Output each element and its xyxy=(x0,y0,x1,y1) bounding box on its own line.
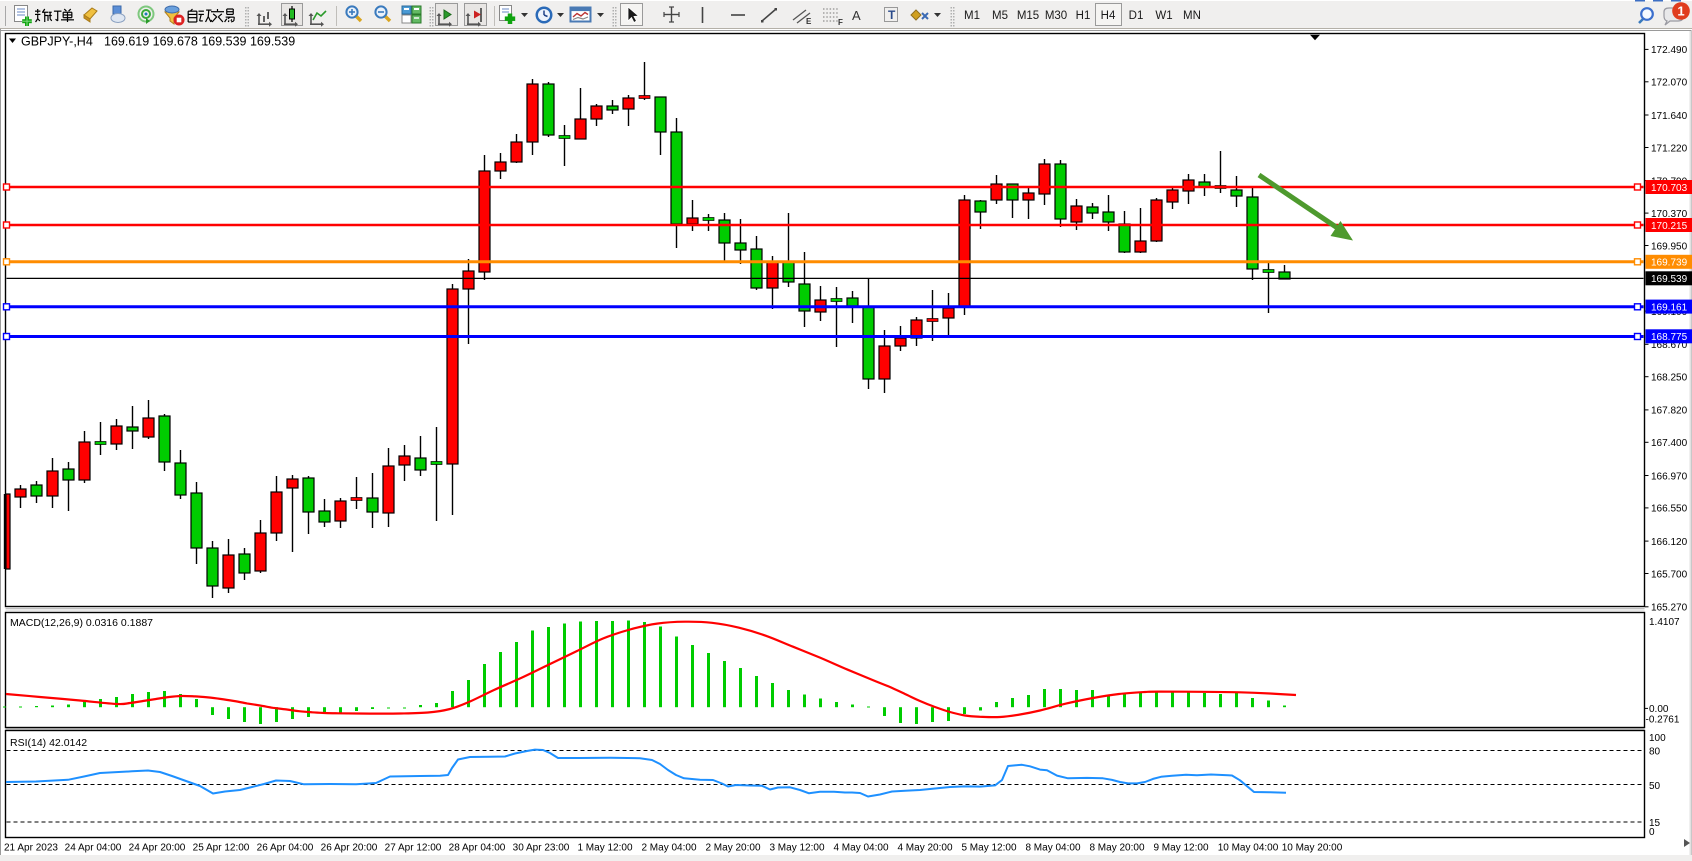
svg-text:A: A xyxy=(852,8,861,23)
svg-text:15: 15 xyxy=(1649,818,1661,829)
svg-text:169.619 169.678 169.539 169.53: 169.619 169.678 169.539 169.539 xyxy=(104,35,295,49)
svg-text:21 Apr 2023: 21 Apr 2023 xyxy=(4,843,58,854)
svg-text:1 May 12:00: 1 May 12:00 xyxy=(577,843,632,854)
svg-text:172.070: 172.070 xyxy=(1651,78,1688,89)
svg-text:25 Apr 12:00: 25 Apr 12:00 xyxy=(193,843,250,854)
svg-text:4 May 20:00: 4 May 20:00 xyxy=(897,843,952,854)
svg-text:2 May 04:00: 2 May 04:00 xyxy=(641,843,696,854)
svg-text:F: F xyxy=(838,18,843,27)
svg-text:166.970: 166.970 xyxy=(1651,471,1688,482)
svg-text:M15: M15 xyxy=(1017,10,1039,22)
svg-text:-0.2761: -0.2761 xyxy=(1646,714,1680,725)
svg-text:MACD(12,26,9) 0.0316 0.1887: MACD(12,26,9) 0.0316 0.1887 xyxy=(10,617,153,629)
svg-text:3 May 12:00: 3 May 12:00 xyxy=(769,843,824,854)
svg-text:165.700: 165.700 xyxy=(1651,569,1688,580)
svg-text:M30: M30 xyxy=(1045,10,1067,22)
svg-text:165.270: 165.270 xyxy=(1651,603,1688,614)
svg-text:30 Apr 23:00: 30 Apr 23:00 xyxy=(513,843,570,854)
svg-text:24 Apr 04:00: 24 Apr 04:00 xyxy=(65,843,122,854)
svg-text:D1: D1 xyxy=(1129,10,1144,22)
svg-text:E: E xyxy=(806,17,812,26)
svg-text:1.4107: 1.4107 xyxy=(1649,617,1680,628)
svg-text:GBPJPY-,H4: GBPJPY-,H4 xyxy=(21,35,93,49)
svg-text:169.739: 169.739 xyxy=(1651,258,1688,269)
svg-text:170.215: 170.215 xyxy=(1651,221,1688,232)
svg-text:H1: H1 xyxy=(1076,10,1091,22)
svg-text:170.703: 170.703 xyxy=(1651,183,1688,194)
svg-text:H4: H4 xyxy=(1101,10,1116,22)
svg-text:170.370: 170.370 xyxy=(1651,209,1688,220)
svg-text:166.120: 166.120 xyxy=(1651,537,1688,548)
svg-text:0.00: 0.00 xyxy=(1649,704,1669,715)
svg-text:5 May 12:00: 5 May 12:00 xyxy=(961,843,1016,854)
svg-text:171.220: 171.220 xyxy=(1651,143,1688,154)
svg-text:26 Apr 04:00: 26 Apr 04:00 xyxy=(257,843,314,854)
svg-text:4 May 04:00: 4 May 04:00 xyxy=(833,843,888,854)
svg-text:T: T xyxy=(888,8,896,22)
svg-text:10 May 20:00: 10 May 20:00 xyxy=(1282,843,1343,854)
svg-text:167.400: 167.400 xyxy=(1651,438,1688,449)
svg-text:172.490: 172.490 xyxy=(1651,45,1688,56)
svg-text:8 May 04:00: 8 May 04:00 xyxy=(1025,843,1080,854)
svg-text:28 Apr 04:00: 28 Apr 04:00 xyxy=(449,843,506,854)
svg-text:169.161: 169.161 xyxy=(1651,302,1688,313)
svg-text:80: 80 xyxy=(1649,746,1661,757)
svg-text:168.670: 168.670 xyxy=(1651,340,1688,351)
svg-text:0: 0 xyxy=(1649,827,1655,838)
svg-text:M5: M5 xyxy=(992,10,1008,22)
svg-text:169.950: 169.950 xyxy=(1651,241,1688,252)
svg-text:168.250: 168.250 xyxy=(1651,373,1688,384)
svg-text:171.640: 171.640 xyxy=(1651,111,1688,122)
svg-text:M1: M1 xyxy=(964,10,980,22)
svg-text:24 Apr 20:00: 24 Apr 20:00 xyxy=(129,843,186,854)
svg-text:26 Apr 20:00: 26 Apr 20:00 xyxy=(321,843,378,854)
svg-text:1: 1 xyxy=(1677,4,1684,19)
svg-text:168.775: 168.775 xyxy=(1651,332,1688,343)
svg-text:167.820: 167.820 xyxy=(1651,406,1688,417)
svg-text:RSI(14) 42.0142: RSI(14) 42.0142 xyxy=(10,737,87,749)
svg-text:27 Apr 12:00: 27 Apr 12:00 xyxy=(385,843,442,854)
svg-text:W1: W1 xyxy=(1155,10,1172,22)
svg-text:50: 50 xyxy=(1649,781,1661,792)
svg-text:10 May 04:00: 10 May 04:00 xyxy=(1218,843,1279,854)
svg-text:9 May 12:00: 9 May 12:00 xyxy=(1153,843,1208,854)
svg-text:2 May 20:00: 2 May 20:00 xyxy=(705,843,760,854)
svg-text:100: 100 xyxy=(1649,733,1666,744)
svg-text:8 May 20:00: 8 May 20:00 xyxy=(1089,843,1144,854)
svg-text:166.550: 166.550 xyxy=(1651,504,1688,515)
svg-text:169.539: 169.539 xyxy=(1651,274,1688,285)
svg-text:MN: MN xyxy=(1183,10,1201,22)
